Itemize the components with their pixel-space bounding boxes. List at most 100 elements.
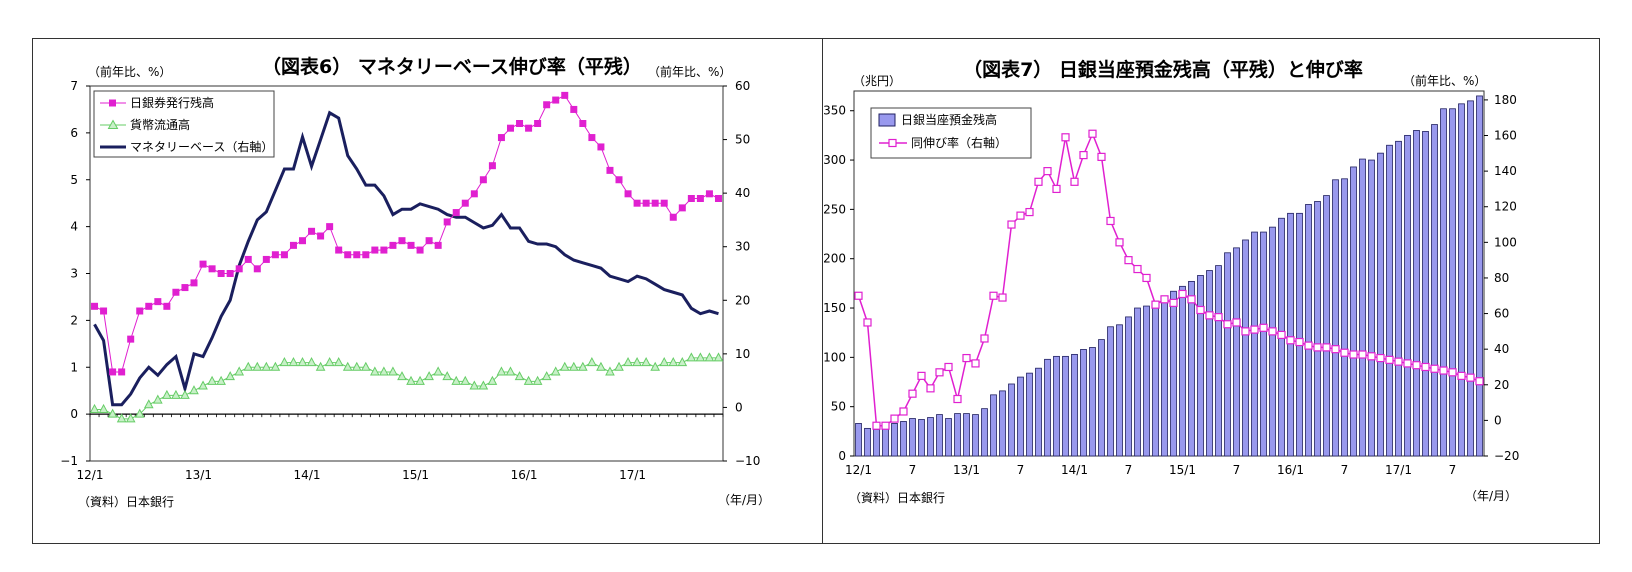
- bank-notes-point: [651, 199, 659, 207]
- current-account-bar: [1422, 131, 1429, 457]
- growth-point: [1277, 330, 1286, 340]
- bank-notes-point: [479, 176, 487, 184]
- growth-point: [899, 407, 908, 416]
- growth-point: [1448, 368, 1457, 377]
- coins-point: [587, 357, 597, 367]
- growth-point: [1214, 313, 1223, 322]
- chart-6-x-unit: （年/月）: [718, 493, 770, 507]
- growth-point: [1439, 366, 1448, 375]
- growth-point: [1169, 298, 1178, 307]
- x-tick-label: 15/1: [1169, 463, 1196, 477]
- current-account-bar: [1260, 231, 1267, 457]
- current-account-bar: [1035, 367, 1042, 457]
- coins-point: [143, 399, 154, 409]
- current-account-bar: [864, 427, 871, 457]
- growth-point: [1430, 364, 1439, 373]
- bank-notes-point: [362, 251, 370, 259]
- growth-point: [1061, 133, 1070, 142]
- x-tick-label: 16/1: [1277, 463, 1304, 477]
- current-account-bar: [1251, 231, 1258, 457]
- coins-point: [686, 352, 697, 362]
- current-account-bar: [1116, 324, 1123, 457]
- current-account-bar: [1296, 212, 1303, 457]
- bank-notes-point: [308, 227, 316, 235]
- bank-notes-point: [389, 241, 397, 249]
- current-account-bar: [936, 414, 943, 457]
- current-account-bar: [1098, 339, 1105, 457]
- coins-point: [216, 375, 226, 385]
- bank-notes-point: [344, 251, 352, 259]
- coins-point: [279, 356, 290, 367]
- growth-point: [1232, 318, 1241, 327]
- coins-point: [171, 389, 181, 399]
- bank-notes-point: [181, 284, 189, 292]
- current-account-bar: [1125, 316, 1132, 457]
- coins-point: [370, 366, 380, 376]
- chart-7-y-left-label: （兆円）: [853, 74, 901, 88]
- growth-point: [1241, 327, 1250, 336]
- growth-point: [998, 293, 1007, 302]
- current-account-bar: [1026, 372, 1033, 457]
- x-tick-label: 7: [909, 463, 917, 477]
- bank-notes-point: [434, 241, 442, 249]
- growth-point: [1079, 150, 1088, 160]
- current-account-bar: [882, 426, 889, 457]
- coins-point: [460, 375, 471, 385]
- coins-point: [207, 375, 217, 385]
- legend-label-coins: 貨幣流通高: [130, 117, 190, 132]
- growth-point: [1349, 350, 1358, 359]
- coins-point: [360, 361, 371, 371]
- growth-point: [971, 359, 980, 368]
- current-account-bar: [909, 418, 916, 457]
- current-account-bar: [1476, 95, 1483, 457]
- current-account-bar: [1242, 239, 1249, 457]
- y-left-tick-label: 150: [823, 301, 846, 315]
- x-tick-label: 14/1: [294, 468, 321, 482]
- x-tick-label: 16/1: [511, 468, 538, 482]
- bank-notes-point: [353, 251, 361, 259]
- y-left-tick-label: 4: [70, 220, 78, 234]
- chart-7-title: （図表7） 日銀当座預金残高（平残）と伸び率: [963, 58, 1363, 81]
- growth-point: [1178, 289, 1187, 299]
- growth-point: [926, 384, 935, 393]
- growth-point: [1268, 327, 1277, 336]
- x-tick-label: 7: [1449, 463, 1457, 477]
- current-account-bar: [1170, 290, 1177, 457]
- bank-notes-point: [525, 124, 533, 132]
- bank-notes-point: [597, 143, 605, 151]
- y-left-tick-label: 5: [70, 173, 78, 187]
- current-account-bar: [1359, 158, 1366, 457]
- current-account-bar: [1305, 204, 1312, 457]
- bank-notes-point: [172, 288, 180, 296]
- coins-point: [632, 357, 642, 367]
- bank-notes-point: [452, 209, 460, 217]
- legend-label-growth: 同伸び率（右軸）: [911, 135, 1007, 150]
- bank-notes-point: [705, 190, 713, 198]
- growth-point: [1331, 345, 1340, 354]
- coins-point: [433, 366, 443, 376]
- x-tick-label: 17/1: [1385, 463, 1412, 477]
- y-left-tick-label: −1: [60, 454, 78, 468]
- coins-point: [162, 389, 172, 399]
- current-account-bar: [1053, 355, 1060, 457]
- coins-point: [342, 361, 353, 371]
- bank-notes-point: [371, 246, 379, 254]
- bank-notes-point: [280, 251, 288, 259]
- current-account-bar: [1224, 252, 1231, 457]
- coins-point: [324, 357, 335, 367]
- legend-marker-bank-notes: [109, 99, 116, 107]
- coins-point: [659, 357, 670, 367]
- current-account-bar: [954, 413, 961, 457]
- bank-notes-point: [118, 368, 126, 376]
- coins-point: [234, 366, 245, 376]
- current-account-bar: [891, 423, 898, 457]
- growth-point: [1025, 207, 1034, 217]
- legend-label-bank-notes: 日銀券発行残高: [130, 95, 214, 110]
- chart-6-source: （資料）日本銀行: [78, 495, 174, 509]
- growth-point: [1088, 129, 1097, 138]
- bank-notes-point: [416, 246, 424, 254]
- bank-notes-point: [217, 270, 225, 277]
- growth-point: [1115, 238, 1124, 247]
- coins-point: [406, 375, 416, 385]
- growth-point: [1340, 348, 1349, 357]
